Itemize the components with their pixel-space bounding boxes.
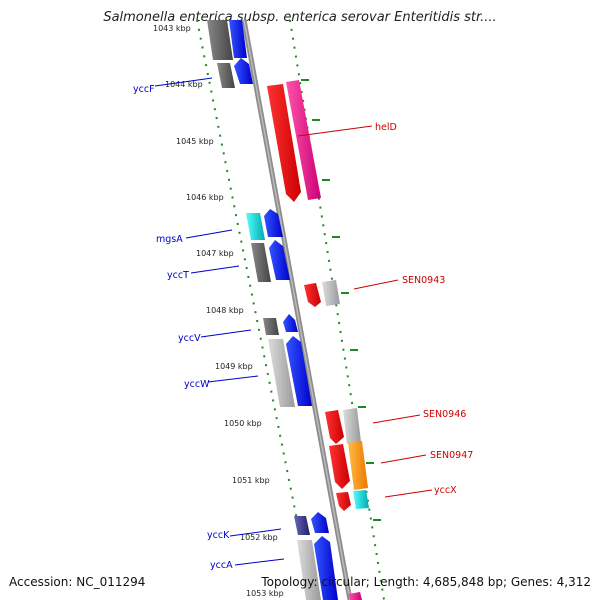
- outer-tick-marks: [301, 79, 381, 521]
- pink-feature-bottom: [348, 592, 362, 600]
- gene-label-yccF: yccF: [133, 84, 155, 95]
- gene-label-yccW: yccW: [184, 379, 210, 390]
- light-feature-SEN0943: [322, 280, 340, 306]
- gene-label-SEN0947: SEN0947: [430, 450, 473, 461]
- genome-backbone-highlight: [243, 19, 351, 600]
- gene-label-mgsA: mgsA: [156, 234, 183, 245]
- light-feature-yccA: [297, 540, 321, 600]
- light-feature-SEN0946: [343, 408, 361, 444]
- cyan-feature-yccX: [353, 490, 369, 509]
- red-arrow-SEN0946: [325, 410, 344, 444]
- red-arrow-helD: [267, 84, 301, 202]
- leader-lines: [154, 77, 433, 566]
- gene-label-yccV: yccV: [178, 333, 201, 344]
- cyan-feature-mgsA: [246, 213, 265, 240]
- kbp-1051: 1051 kbp: [232, 476, 270, 485]
- light-feature-yccW: [268, 339, 295, 407]
- left-strand-features: [207, 20, 338, 600]
- pink-feature-helD: [286, 80, 321, 200]
- gene-label-yccT: yccT: [167, 270, 189, 281]
- blue-arrow-yccW: [286, 336, 312, 406]
- blue-feature-top: [229, 20, 247, 58]
- gene-label-yccX: yccX: [434, 485, 457, 496]
- genome-summary-text: Topology: circular; Length: 4,685,848 bp…: [261, 575, 591, 589]
- kbp-1049: 1049 kbp: [215, 362, 253, 371]
- kbp-1053: 1053 kbp: [246, 589, 284, 598]
- gene-label-SEN0943: SEN0943: [402, 275, 445, 286]
- kbp-1050: 1050 kbp: [224, 419, 262, 428]
- blue-arrow-yccA: [314, 536, 338, 600]
- blue-arrow-1044: [234, 58, 253, 84]
- kbp-1046: 1046 kbp: [186, 193, 224, 202]
- kbp-1047: 1047 kbp: [196, 249, 234, 258]
- navy-feature-yccK: [294, 516, 310, 535]
- right-strand-features: [267, 80, 369, 600]
- gray-feature-top: [207, 20, 233, 60]
- gene-label-helD: helD: [375, 122, 397, 133]
- blue-arrow-yccV: [283, 314, 298, 332]
- blue-arrow-yccK: [311, 512, 329, 533]
- blue-arrow-mgsA: [264, 209, 283, 237]
- gene-label-yccK: yccK: [207, 530, 230, 541]
- outer-dotted-border: [289, 19, 385, 600]
- gray-feature-1044: [217, 63, 235, 88]
- accession-text: Accession: NC_011294: [9, 575, 146, 589]
- map-title: Salmonella enterica subsp. enterica sero…: [103, 10, 497, 25]
- orange-feature-SEN0947: [348, 441, 368, 490]
- kbp-1048: 1048 kbp: [206, 306, 244, 315]
- red-arrow-SEN0947: [329, 444, 350, 489]
- kbp-1052: 1052 kbp: [240, 533, 278, 542]
- kbp-1045: 1045 kbp: [176, 137, 214, 146]
- gray-feature-yccT: [251, 243, 271, 282]
- red-arrow-SEN0943: [304, 283, 321, 307]
- red-arrow-yccX: [336, 492, 351, 511]
- gene-label-SEN0946: SEN0946: [423, 409, 466, 420]
- gray-feature-yccV: [263, 318, 279, 335]
- blue-arrow-yccT: [269, 240, 290, 280]
- gene-label-yccA: yccA: [210, 560, 233, 571]
- kbp-ticks: 1043 kbp 1044 kbp 1045 kbp 1046 kbp 1047…: [153, 24, 284, 598]
- kbp-1043: 1043 kbp: [153, 24, 191, 33]
- gene-labels: yccF helD mgsA yccT SEN0943 yccV yccW SE…: [133, 84, 473, 571]
- kbp-1044: 1044 kbp: [165, 80, 203, 89]
